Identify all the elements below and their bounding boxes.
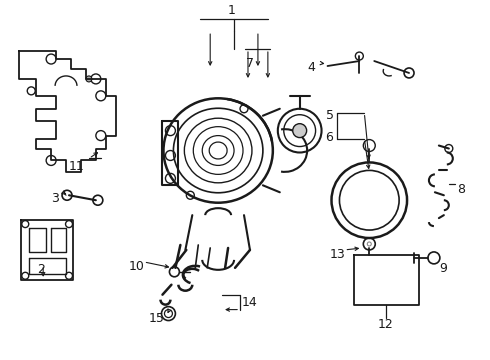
Text: 14: 14 <box>242 296 258 309</box>
Text: 7: 7 <box>246 57 254 70</box>
Text: 6: 6 <box>325 131 333 144</box>
Text: 12: 12 <box>377 318 393 330</box>
Text: 8: 8 <box>457 183 465 196</box>
Text: 10: 10 <box>129 260 145 273</box>
Text: 4: 4 <box>308 61 316 74</box>
Text: 9: 9 <box>439 262 447 275</box>
Text: 5: 5 <box>325 109 334 122</box>
Circle shape <box>86 76 92 82</box>
Text: 3: 3 <box>51 192 59 205</box>
Text: 1: 1 <box>228 4 236 17</box>
Circle shape <box>293 124 307 138</box>
Text: 15: 15 <box>148 312 165 325</box>
Text: 11: 11 <box>69 161 85 174</box>
Text: 13: 13 <box>329 248 345 261</box>
Text: 2: 2 <box>37 263 45 276</box>
